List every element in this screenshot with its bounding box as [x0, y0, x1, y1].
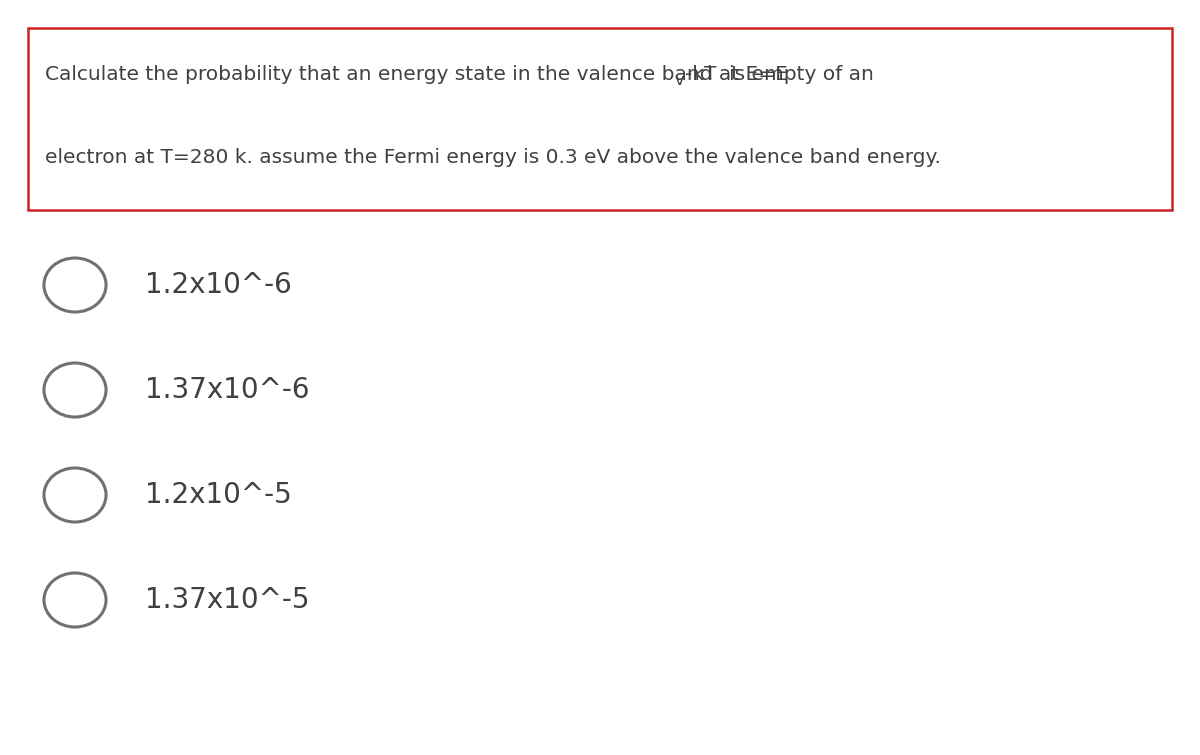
- Text: 1.37x10^-5: 1.37x10^-5: [145, 586, 310, 614]
- Bar: [28, 28, 1172, 210]
- Text: electron at T=280 k. assume the Fermi energy is 0.3 eV above the valence band en: electron at T=280 k. assume the Fermi en…: [46, 148, 941, 167]
- Text: 1.2x10^-6: 1.2x10^-6: [145, 271, 292, 299]
- Text: 1.37x10^-6: 1.37x10^-6: [145, 376, 310, 404]
- Text: v: v: [674, 73, 684, 88]
- Text: Calculate the probability that an energy state in the valence band at E=E: Calculate the probability that an energy…: [46, 65, 788, 84]
- Text: -kT  is empty of an: -kT is empty of an: [685, 65, 874, 84]
- Text: 1.2x10^-5: 1.2x10^-5: [145, 481, 292, 509]
